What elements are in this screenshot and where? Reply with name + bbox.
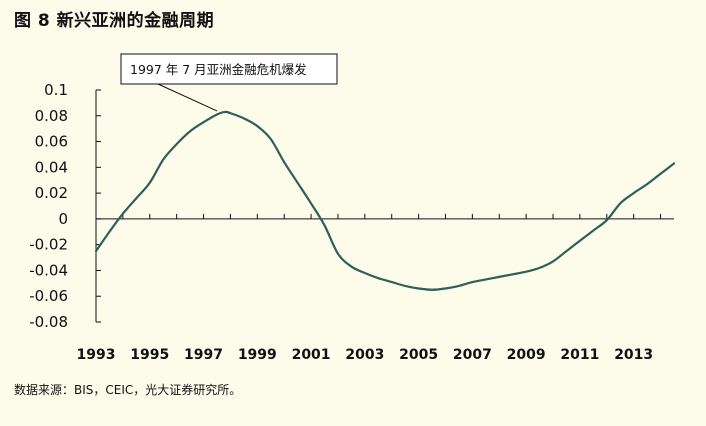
annotation-leader-line [157,83,218,112]
y-tick-label: -0.06 [29,287,68,305]
annotation: 1997 年 7 月亚洲金融危机爆发 [120,53,338,112]
x-tick-label: 1995 [130,347,169,363]
axes [95,89,674,323]
y-tick-label: 0.1 [44,81,68,99]
x-tick-label: 1999 [238,347,277,363]
x-tick-label: 2007 [453,347,492,363]
y-tick-label: 0.04 [35,158,68,176]
x-tick-label: 2013 [614,347,653,363]
x-tick-label: 2001 [292,347,331,363]
y-tick-label: 0.02 [35,184,68,202]
chart-title: 图 8 新兴亚洲的金融周期 [14,11,215,31]
x-tick-label: 2009 [507,347,546,363]
x-tick-label: 1997 [184,347,223,363]
series-line [94,110,676,291]
x-tick-label: 2005 [399,347,438,363]
y-tick-label: -0.04 [29,261,68,279]
y-tick-label: -0.02 [29,236,68,254]
y-tick-label: 0 [58,210,68,228]
x-tick-label: 2003 [345,347,384,363]
x-tick-label: 2011 [560,347,599,363]
y-tick-label: -0.08 [29,313,68,331]
tick-labels: 0.1 0.08 0.06 0.04 0.02 0 -0.02 -0.04 -0.06 -0.08… [29,81,653,363]
y-tick-label: 0.06 [35,133,68,151]
annotation-box [120,53,338,85]
annotation-text: 1997 年 7 月亚洲金融危机爆发 [130,62,307,77]
source-note: 数据来源：BIS，CEIC，光大证券研究所。 [14,383,242,397]
y-tick-label: 0.08 [35,107,68,125]
series-group [94,110,676,291]
x-tick-label: 1993 [77,347,116,363]
